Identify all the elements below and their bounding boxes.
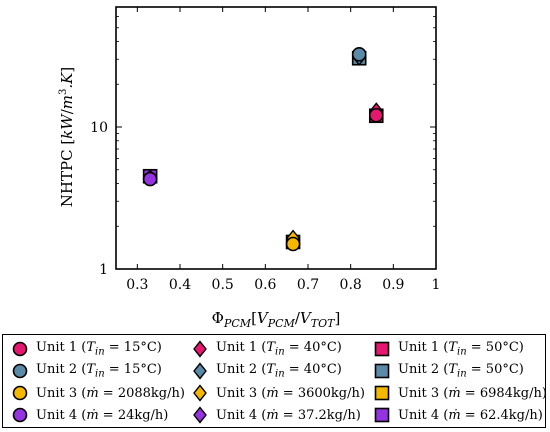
legend-marker-diamond [193, 362, 207, 380]
legend-label: Unit 4 (ṁ = 24kg/h) [36, 407, 169, 423]
data-point-circle [368, 107, 384, 123]
legend-swatch [193, 384, 207, 402]
legend-swatch [374, 385, 390, 401]
legend-marker-circle [12, 363, 28, 379]
legend-label: Unit 3 (ṁ = 3600kg/h) [216, 385, 365, 401]
legend-label: Unit 2 (Tin = 40°C) [216, 362, 342, 380]
scatter-chart: 0.3 0.4 0.5 0.6 0.7 0.8 0.9 1 1 10 NHTPC [kW/m3.K… [58, 6, 441, 330]
legend-swatch [374, 341, 390, 357]
legend-label: Unit 2 (Tin = 15°C) [36, 362, 162, 380]
legend-marker-circle [12, 385, 28, 401]
data-point-circle [142, 171, 158, 187]
legend-swatch [374, 407, 390, 423]
y-tick-label: 1 [99, 262, 108, 278]
legend-swatch [193, 406, 207, 424]
legend-label: Unit 2 (Tin = 50°C) [398, 362, 524, 380]
legend-item: Unit 3 (ṁ = 2088kg/h) [11, 382, 185, 404]
legend-swatch [12, 407, 28, 423]
legend-item: Unit 1 (Tin = 50°C) [373, 338, 524, 360]
x-tick-label: 0.3 [126, 277, 148, 293]
legend-item: Unit 1 (Tin = 15°C) [11, 338, 162, 360]
legend-label: Unit 3 (ṁ = 2088kg/h) [36, 385, 185, 401]
legend-item: Unit 3 (ṁ = 3600kg/h) [191, 382, 365, 404]
x-tick-label: 0.5 [212, 277, 234, 293]
legend-item: Unit 3 (ṁ = 6984kg/h) [373, 382, 547, 404]
legend-label: Unit 1 (Tin = 15°C) [36, 340, 162, 358]
legend-marker-diamond [193, 384, 207, 402]
x-tick-label: 1 [432, 277, 441, 293]
legend-swatch [374, 363, 390, 379]
legend: Unit 1 (Tin = 15°C) Unit 2 (Tin = 15°C) Un… [2, 334, 547, 428]
legend-marker-diamond [193, 406, 207, 424]
legend-marker-square [374, 363, 390, 379]
x-tick-label: 0.8 [340, 277, 362, 293]
legend-item: Unit 4 (ṁ = 24kg/h) [11, 404, 168, 426]
plot-area [115, 6, 437, 270]
axis-ticks: 0.3 0.4 0.5 0.6 0.7 0.8 0.9 1 1 10 [90, 6, 441, 293]
legend-marker-square [374, 341, 390, 357]
legend-item: Unit 4 (ṁ = 62.4kg/h) [373, 404, 543, 426]
data-points [142, 47, 384, 252]
legend-swatch [12, 363, 28, 379]
x-tick-label: 0.4 [169, 277, 191, 293]
y-axis-title: NHTPC [kW/m3.K] [58, 67, 76, 207]
legend-swatch [193, 362, 207, 380]
x-axis-title: ΦPCM[VPCM/VTOT] [212, 309, 341, 330]
legend-label: Unit 1 (Tin = 40°C) [216, 340, 342, 358]
legend-item: Unit 2 (Tin = 40°C) [191, 360, 342, 382]
legend-label: Unit 1 (Tin = 50°C) [398, 340, 524, 358]
legend-marker-circle [12, 341, 28, 357]
x-tick-label: 0.9 [382, 277, 404, 293]
legend-item: Unit 2 (Tin = 50°C) [373, 360, 524, 382]
legend-item: Unit 2 (Tin = 15°C) [11, 360, 162, 382]
legend-marker-square [374, 407, 390, 423]
legend-swatch [12, 385, 28, 401]
data-point-circle [285, 236, 301, 252]
y-tick-label: 10 [90, 120, 108, 136]
x-tick-label: 0.7 [297, 277, 319, 293]
legend-item: Unit 4 (ṁ = 37.2kg/h) [191, 404, 361, 426]
legend-label: Unit 4 (ṁ = 62.4kg/h) [398, 407, 543, 423]
legend-swatch [193, 340, 207, 358]
data-point-circle [351, 47, 367, 62]
x-tick-label: 0.6 [254, 277, 276, 293]
legend-marker-diamond [193, 340, 207, 358]
legend-item: Unit 1 (Tin = 40°C) [191, 338, 342, 360]
legend-label: Unit 3 (ṁ = 6984kg/h) [398, 385, 547, 401]
legend-swatch [12, 341, 28, 357]
legend-marker-square [374, 385, 390, 401]
legend-marker-circle [12, 407, 28, 423]
legend-label: Unit 4 (ṁ = 37.2kg/h) [216, 407, 361, 423]
